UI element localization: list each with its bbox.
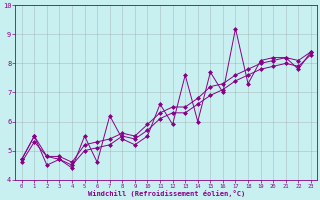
X-axis label: Windchill (Refroidissement éolien,°C): Windchill (Refroidissement éolien,°C) <box>88 190 245 197</box>
